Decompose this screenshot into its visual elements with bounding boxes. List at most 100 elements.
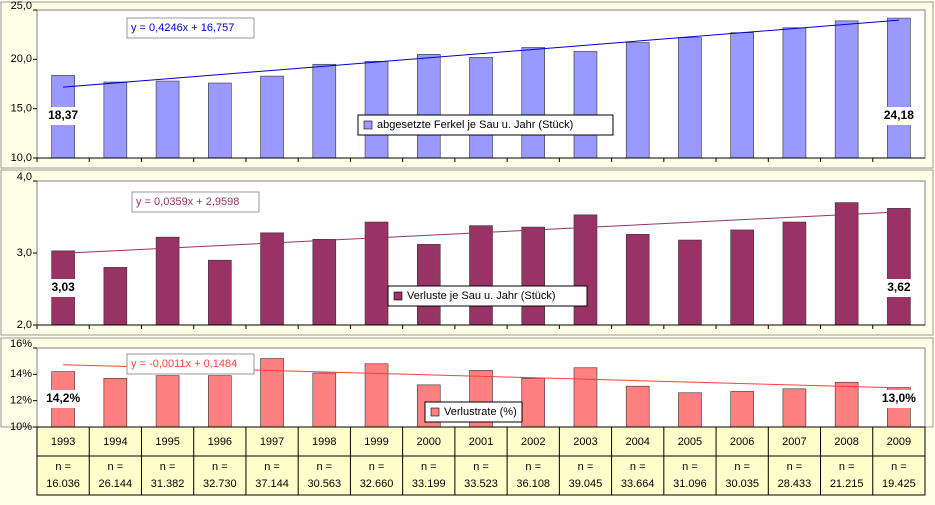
- y-tick-label: 14%: [10, 368, 32, 380]
- n-label: n =: [316, 461, 332, 473]
- y-tick-label: 2,0: [17, 319, 32, 331]
- bar: [260, 232, 284, 326]
- bar: [521, 226, 546, 326]
- y-tick-label: 16%: [10, 338, 32, 350]
- bar: [521, 47, 546, 159]
- bar: [208, 375, 232, 428]
- y-tick-label: 20,0: [11, 53, 32, 65]
- bar: [678, 37, 702, 159]
- bar: [573, 214, 598, 326]
- sample-size: 31.382: [151, 478, 185, 490]
- bar: [730, 391, 754, 428]
- equation-box: [126, 353, 255, 375]
- legend-box: [387, 285, 588, 307]
- y-tick-label: 3,0: [17, 247, 32, 259]
- x-tick-label: 2007: [782, 436, 806, 448]
- x-tick-label: 2004: [625, 436, 649, 448]
- sample-size: 39.045: [569, 478, 603, 490]
- sample-size: 33.199: [412, 478, 446, 490]
- data-label-bg: [874, 107, 923, 125]
- bar: [103, 81, 128, 159]
- legend-label: Verlustrate (%): [444, 406, 517, 418]
- bar: [625, 42, 650, 159]
- bar: [155, 375, 180, 428]
- bar: [782, 388, 807, 428]
- data-label: 14,2%: [46, 391, 80, 405]
- data-label-bg: [874, 390, 923, 408]
- bar: [573, 367, 598, 428]
- n-label: n =: [212, 461, 228, 473]
- table-bg: [36, 426, 926, 496]
- bar: [208, 82, 232, 159]
- bar: [103, 267, 128, 326]
- legend-label: abgesetzte Ferkel je Sau u. Jahr (Stück): [377, 119, 573, 131]
- bar: [625, 233, 650, 326]
- bar: [887, 208, 911, 326]
- y-tick-label: 10,0: [11, 152, 32, 164]
- bar: [155, 236, 180, 326]
- bar: [782, 27, 807, 159]
- trendline: [63, 19, 899, 88]
- sample-size: 26.144: [99, 478, 133, 490]
- x-tick-label: 1993: [51, 436, 75, 448]
- sample-size: 37.144: [255, 478, 289, 490]
- data-label: 13,0%: [882, 391, 916, 405]
- x-tick-label: 1998: [312, 436, 336, 448]
- y-tick-label: 25,0: [11, 0, 32, 12]
- y-tick-label: 10%: [10, 421, 32, 433]
- bar: [782, 221, 807, 326]
- x-tick-label: 2005: [678, 436, 702, 448]
- y-tick-label: 12%: [10, 395, 32, 407]
- n-label: n =: [421, 461, 437, 473]
- sample-size: 33.664: [621, 478, 655, 490]
- sample-size: 30.563: [307, 478, 341, 490]
- data-label-bg: [39, 279, 88, 297]
- x-tick-label: 2002: [521, 436, 545, 448]
- x-tick-label: 2003: [573, 436, 597, 448]
- n-label: n =: [839, 461, 855, 473]
- n-label: n =: [787, 461, 803, 473]
- equation-box: [131, 191, 260, 213]
- bar: [208, 259, 232, 326]
- bar: [678, 392, 702, 428]
- y-tick-label: 15,0: [11, 103, 32, 115]
- bar: [260, 75, 284, 159]
- n-label: n =: [473, 461, 489, 473]
- n-label: n =: [160, 461, 176, 473]
- sample-size: 19.425: [882, 478, 916, 490]
- n-label: n =: [264, 461, 280, 473]
- n-label: n =: [734, 461, 750, 473]
- bar: [887, 17, 911, 159]
- n-label: n =: [55, 461, 71, 473]
- n-label: n =: [525, 461, 541, 473]
- bar: [678, 239, 702, 326]
- sample-size: 32.730: [203, 478, 237, 490]
- x-tick-label: 1997: [260, 436, 284, 448]
- sample-size: 21.215: [830, 478, 864, 490]
- n-label: n =: [578, 461, 594, 473]
- sample-size: 31.096: [673, 478, 707, 490]
- legend-box: [357, 114, 614, 136]
- equation-box: [126, 17, 255, 39]
- bar: [625, 385, 650, 428]
- legend-box: [424, 401, 523, 423]
- n-label: n =: [369, 461, 385, 473]
- legend-swatch: [363, 120, 373, 130]
- trendline: [63, 211, 899, 254]
- x-tick-label: 2006: [730, 436, 754, 448]
- bar: [469, 225, 493, 326]
- bar: [260, 358, 284, 428]
- data-label: 3,03: [51, 280, 75, 294]
- panel: [0, 169, 934, 336]
- sample-size: 30.035: [725, 478, 759, 490]
- n-label: n =: [891, 461, 907, 473]
- n-label: n =: [630, 461, 646, 473]
- bar: [730, 229, 754, 326]
- legend-swatch: [430, 407, 440, 417]
- panel: [0, 1, 934, 169]
- data-label: 3,62: [887, 280, 911, 294]
- bar: [416, 54, 441, 159]
- bar: [312, 63, 337, 159]
- equation: y = 0,0359x + 2,9598: [136, 196, 239, 208]
